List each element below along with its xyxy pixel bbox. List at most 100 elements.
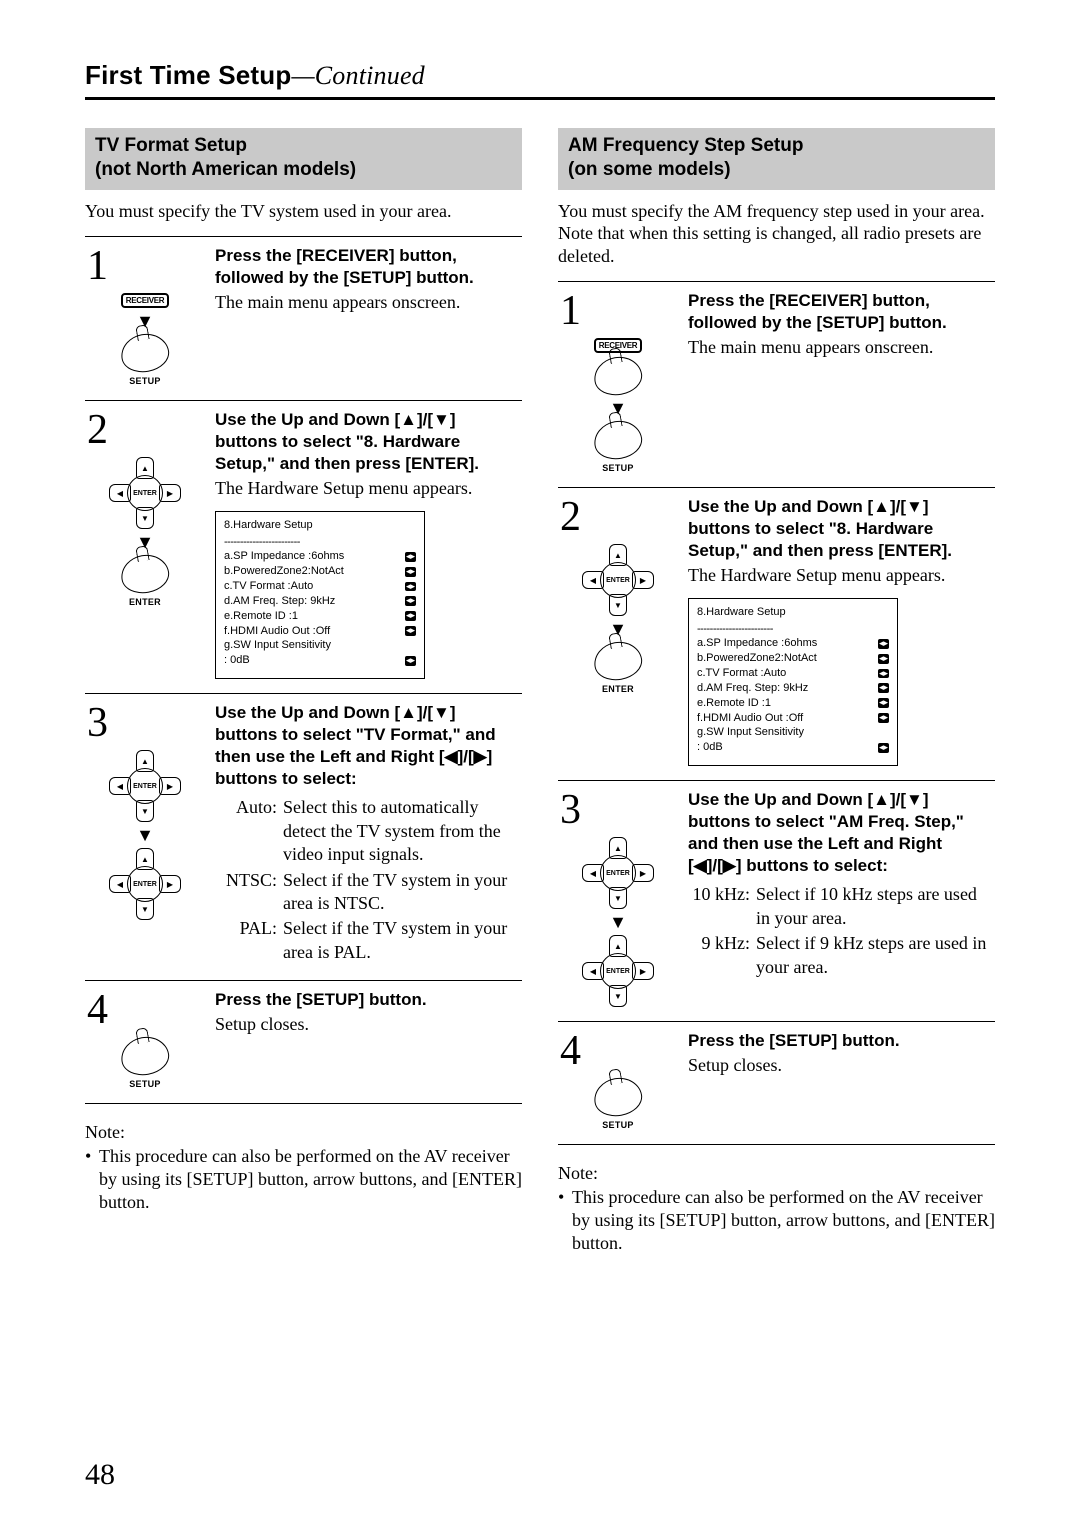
step-number: 4 — [560, 1030, 581, 1072]
lr-arrow-icon: ◂▸ — [878, 669, 889, 679]
step-description: The Hardware Setup menu appears. — [215, 477, 522, 500]
lr-arrow-icon: ◂▸ — [405, 611, 416, 621]
left-step-1-body: Press the [RECEIVER] button, followed by… — [215, 245, 522, 386]
lr-arrow-icon: ◂▸ — [405, 596, 416, 606]
option-list: Auto:Select this to automatically detect… — [215, 796, 522, 964]
setup-label: SETUP — [602, 463, 634, 473]
right-step-3-icons: 3 ▲▼ ◀▶ ENTER ▼ ▲▼ ◀▶ ENTER — [558, 789, 678, 1007]
screen-title: 8.Hardware Setup — [697, 605, 889, 620]
hand-press-icon — [591, 1074, 645, 1120]
tv-format-intro: You must specify the TV system used in y… — [85, 200, 522, 223]
enter-label: ENTER — [602, 684, 634, 694]
option-text: Select this to automatically detect the … — [283, 796, 522, 866]
two-column-layout: TV Format Setup (not North American mode… — [85, 128, 995, 1255]
right-note: Note: This procedure can also be perform… — [558, 1163, 995, 1255]
step-number: 4 — [87, 989, 108, 1031]
left-step-1-icons: 1 RECEIVER ▼ SETUP — [85, 245, 205, 386]
step-description: The Hardware Setup menu appears. — [688, 564, 995, 587]
page-title-continued: —Continued — [291, 61, 424, 90]
option-label: Auto: — [215, 796, 283, 866]
note-item: This procedure can also be performed on … — [558, 1186, 995, 1255]
lr-arrow-icon: ◂▸ — [878, 713, 889, 723]
lr-arrow-icon: ◂▸ — [405, 626, 416, 636]
step-instruction: Use the Up and Down [▲]/[▼] buttons to s… — [688, 789, 995, 877]
step-description: Setup closes. — [215, 1013, 522, 1036]
step-instruction: Press the [SETUP] button. — [215, 989, 522, 1011]
left-step-3-body: Use the Up and Down [▲]/[▼] buttons to s… — [215, 702, 522, 966]
screen-row: e.Remote ID :1 — [697, 696, 771, 711]
right-step-1-body: Press the [RECEIVER] button, followed by… — [688, 290, 995, 473]
screen-row: f.HDMI Audio Out :Off — [224, 624, 330, 639]
screen-title: 8.Hardware Setup — [224, 518, 416, 533]
right-step-3: 3 ▲▼ ◀▶ ENTER ▼ ▲▼ ◀▶ ENTER Use th — [558, 780, 995, 1021]
lr-arrow-icon: ◂▸ — [878, 683, 889, 693]
option-text: Select if 10 kHz steps are used in your … — [756, 883, 995, 930]
arrow-down-icon: ▼ — [136, 826, 154, 844]
receiver-icon: RECEIVER — [121, 293, 170, 308]
dpad-icon: ▲▼ ◀▶ ENTER — [109, 848, 181, 920]
note-item: This procedure can also be performed on … — [85, 1145, 522, 1214]
right-column: AM Frequency Step Setup (on some models)… — [558, 128, 995, 1255]
hand-press-icon — [118, 330, 172, 376]
lr-arrow-icon: ◂▸ — [405, 552, 416, 562]
note-label: Note: — [85, 1122, 522, 1143]
left-step-4-body: Press the [SETUP] button. Setup closes. — [215, 989, 522, 1089]
lr-arrow-icon: ◂▸ — [405, 567, 416, 577]
enter-label: ENTER — [129, 597, 161, 607]
hand-press-icon — [591, 353, 645, 399]
screen-divider: ------------------------ — [224, 535, 416, 550]
left-step-2-icons: 2 ▲▼ ◀▶ ENTER ▼ ENTER — [85, 409, 205, 679]
right-step-2-icons: 2 ▲▼ ◀▶ ENTER ▼ ENTER — [558, 496, 678, 766]
arrow-down-icon: ▼ — [609, 913, 627, 931]
enter-icon: ENTER — [127, 866, 163, 902]
lr-arrow-icon: ◂▸ — [878, 743, 889, 753]
am-freq-intro: You must specify the AM frequency step u… — [558, 200, 995, 268]
step-number: 2 — [560, 496, 581, 538]
left-column: TV Format Setup (not North American mode… — [85, 128, 522, 1255]
enter-icon: ENTER — [600, 562, 636, 598]
step-number: 3 — [87, 702, 108, 744]
note-label: Note: — [558, 1163, 995, 1184]
page-number: 48 — [85, 1458, 115, 1492]
enter-icon: ENTER — [600, 953, 636, 989]
step-number: 2 — [87, 409, 108, 451]
setup-label: SETUP — [129, 376, 161, 386]
title-rule — [85, 97, 995, 100]
step-instruction: Press the [RECEIVER] button, followed by… — [215, 245, 522, 289]
right-step-2: 2 ▲▼ ◀▶ ENTER ▼ ENTER Use the Up and Dow… — [558, 487, 995, 780]
lr-arrow-icon: ◂▸ — [878, 639, 889, 649]
screen-divider: ------------------------ — [697, 622, 889, 637]
left-step-4-icons: 4 SETUP — [85, 989, 205, 1089]
lr-arrow-icon: ◂▸ — [405, 582, 416, 592]
hand-press-icon — [591, 417, 645, 463]
right-step-1-icons: 1 RECEIVER ▼ SETUP — [558, 290, 678, 473]
right-step-1: 1 RECEIVER ▼ SETUP Press the [RECEIVER] … — [558, 281, 995, 487]
page-title: First Time Setup—Continued — [85, 60, 995, 91]
dpad-icon: ▲▼ ◀▶ ENTER — [582, 544, 654, 616]
right-step-2-body: Use the Up and Down [▲]/[▼] buttons to s… — [688, 496, 995, 766]
enter-icon: ENTER — [127, 475, 163, 511]
hand-press-icon — [118, 1033, 172, 1079]
option-label: PAL: — [215, 917, 283, 964]
enter-icon: ENTER — [127, 768, 163, 804]
screen-row: d.AM Freq. Step: 9kHz — [224, 594, 335, 609]
screen-row: : 0dB — [224, 653, 250, 668]
left-note: Note: This procedure can also be perform… — [85, 1122, 522, 1214]
hardware-setup-screen: 8.Hardware Setup -----------------------… — [215, 511, 425, 679]
hand-press-icon — [591, 638, 645, 684]
left-step-4: 4 SETUP Press the [SETUP] button. Setup … — [85, 980, 522, 1104]
right-step-4-icons: 4 SETUP — [558, 1030, 678, 1130]
left-step-1: 1 RECEIVER ▼ SETUP Press the [RECEIVER] … — [85, 236, 522, 400]
screen-row: a.SP Impedance :6ohms — [697, 636, 817, 651]
step-instruction: Press the [SETUP] button. — [688, 1030, 995, 1052]
screen-row: b.PoweredZone2:NotAct — [697, 651, 817, 666]
setup-label: SETUP — [602, 1120, 634, 1130]
dpad-icon: ▲▼ ◀▶ ENTER — [582, 837, 654, 909]
step-description: The main menu appears onscreen. — [688, 336, 995, 359]
step-number: 1 — [560, 290, 581, 332]
screen-row: c.TV Format :Auto — [224, 579, 313, 594]
option-label: NTSC: — [215, 869, 283, 916]
page-title-main: First Time Setup — [85, 60, 291, 90]
screen-row: g.SW Input Sensitivity — [224, 638, 331, 653]
left-step-3: 3 ▲▼ ◀▶ ENTER ▼ ▲▼ ◀▶ ENTER Use th — [85, 693, 522, 980]
